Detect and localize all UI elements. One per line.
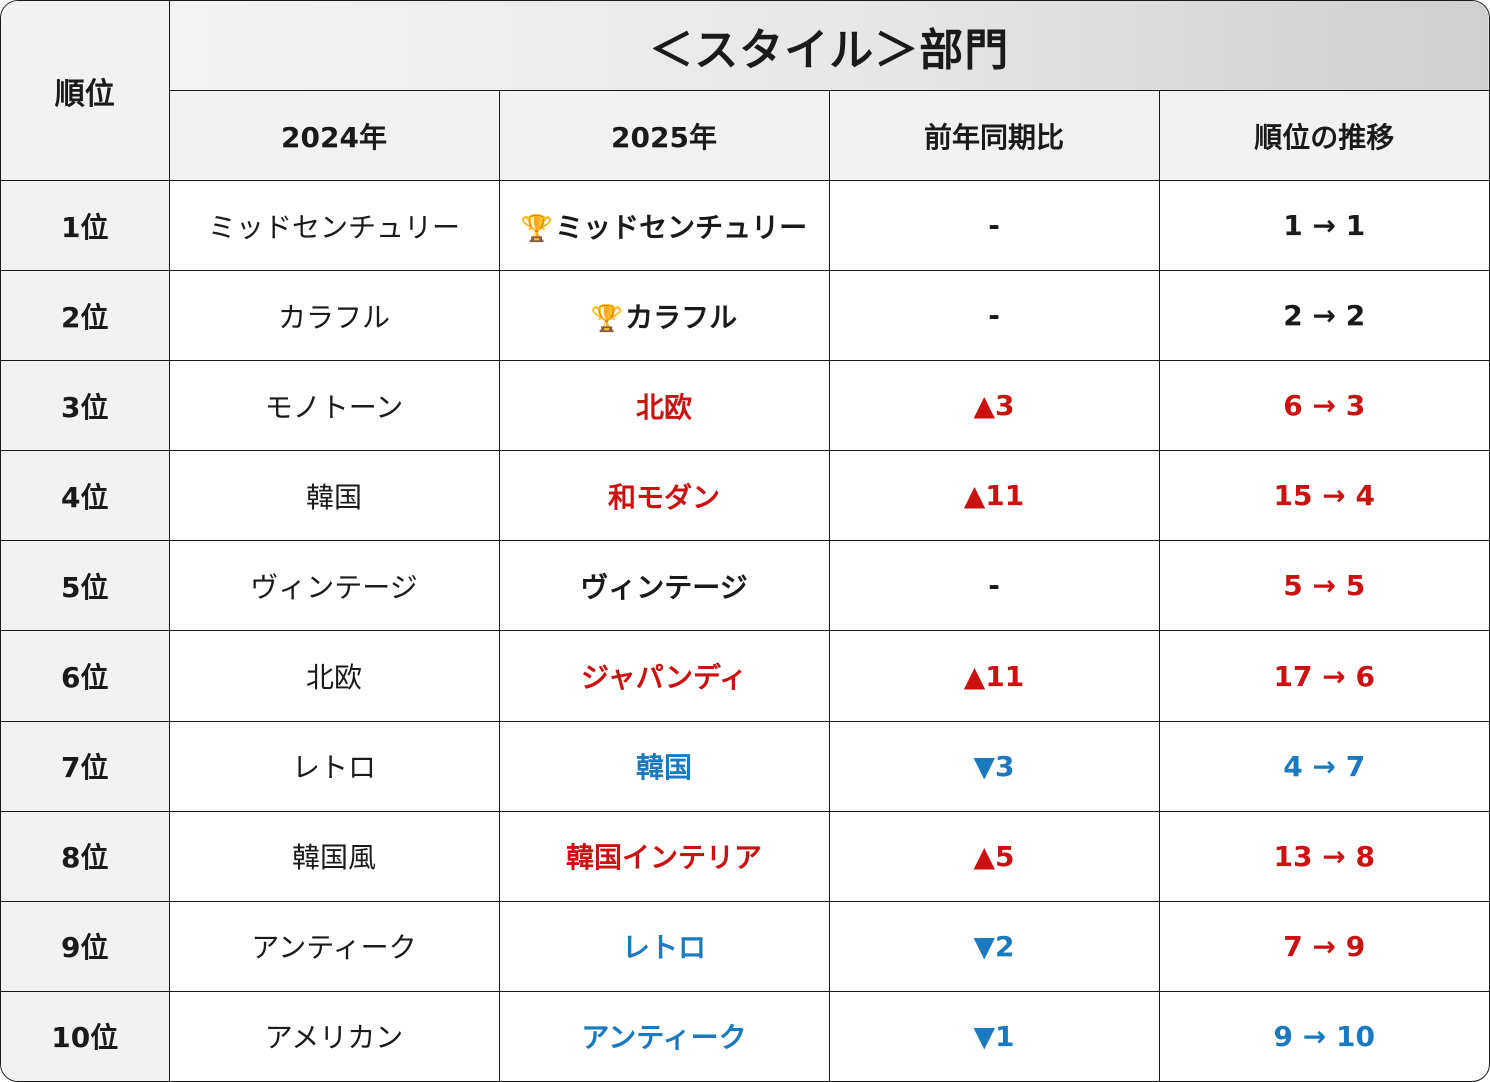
cell-2025-label: カラフル xyxy=(625,300,738,334)
column-header-2025: 2025年 xyxy=(498,90,830,181)
cell-2025-style: 🏆カラフル xyxy=(498,270,830,362)
table-body: 1位 ミッドセンチュリー 🏆ミッドセンチュリー -1 → 1 2位 カラフル 🏆カラフル -2… xyxy=(1,179,1489,1081)
rank-cell: 1位 xyxy=(1,179,170,272)
table-title: ＜スタイル＞部門 xyxy=(168,1,1489,91)
rank-header: 順位 xyxy=(1,1,170,181)
cell-2025-label: ミッドセンチュリー xyxy=(555,210,808,244)
column-header-2024: 2024年 xyxy=(169,90,500,181)
cell-2025-style: レトロ xyxy=(498,900,830,992)
cell-2025-style: 韓国 xyxy=(498,720,830,812)
cell-rank-trend: 6 → 3 xyxy=(1158,360,1489,452)
cell-2025-label: 北欧 xyxy=(635,390,692,424)
cell-2024-style: ミッドセンチュリー xyxy=(168,179,500,272)
cell-yoy-change: ▲11 xyxy=(828,630,1160,722)
cell-2025-label: 韓国 xyxy=(635,751,692,785)
cell-2024-style: 北欧 xyxy=(168,630,500,722)
cell-2025-style: 北欧 xyxy=(498,360,830,452)
table-row: 3位 モノトーン 北欧 ▲3 6 → 3 xyxy=(1,360,1489,452)
table-row: 8位 韓国風 韓国インテリア ▲5 13 → 8 xyxy=(1,810,1489,902)
cell-2024-style: 韓国風 xyxy=(168,810,500,902)
rank-cell: 7位 xyxy=(1,720,170,812)
cell-rank-trend: 4 → 7 xyxy=(1158,720,1489,812)
cell-2025-label: 和モダン xyxy=(607,480,720,514)
cell-2025-label: 韓国インテリア xyxy=(565,841,762,875)
cell-2025-style: アンティーク xyxy=(498,990,830,1081)
cell-2025-style: 韓国インテリア xyxy=(498,810,830,902)
rank-cell: 9位 xyxy=(1,900,170,992)
cell-2025-style: 🏆ミッドセンチュリー xyxy=(498,179,830,272)
trophy-icon: 🏆 xyxy=(520,213,554,244)
cell-2024-style: 韓国 xyxy=(168,450,500,542)
cell-2024-style: アメリカン xyxy=(168,990,500,1081)
rank-cell: 8位 xyxy=(1,810,170,902)
cell-2024-style: ヴィンテージ xyxy=(168,540,500,632)
cell-yoy-change: ▲11 xyxy=(828,450,1160,542)
table-row: 9位 アンティーク レトロ ▼2 7 → 9 xyxy=(1,900,1489,992)
table-row: 1位 ミッドセンチュリー 🏆ミッドセンチュリー -1 → 1 xyxy=(1,179,1489,272)
column-header-rank-trend: 順位の推移 xyxy=(1158,90,1489,181)
rank-cell: 4位 xyxy=(1,450,170,542)
cell-yoy-change: - xyxy=(828,540,1160,632)
cell-yoy-change: ▼1 xyxy=(828,990,1160,1081)
table-row: 7位 レトロ 韓国 ▼3 4 → 7 xyxy=(1,720,1489,812)
cell-rank-trend: 2 → 2 xyxy=(1158,270,1489,362)
table-row: 5位 ヴィンテージ ヴィンテージ -5 → 5 xyxy=(1,540,1489,632)
cell-yoy-change: - xyxy=(828,270,1160,362)
table-row: 6位 北欧 ジャパンディ ▲11 17 → 6 xyxy=(1,630,1489,722)
cell-2025-label: ジャパンディ xyxy=(580,661,748,695)
table-row: 10位 アメリカン アンティーク ▼1 9 → 10 xyxy=(1,990,1489,1081)
cell-rank-trend: 9 → 10 xyxy=(1158,990,1489,1081)
cell-2025-label: アンティーク xyxy=(581,1021,747,1055)
cell-rank-trend: 1 → 1 xyxy=(1158,179,1489,272)
cell-2024-style: レトロ xyxy=(168,720,500,812)
table-row: 2位 カラフル 🏆カラフル -2 → 2 xyxy=(1,270,1489,362)
rank-cell: 10位 xyxy=(1,990,170,1081)
cell-2025-style: 和モダン xyxy=(498,450,830,542)
cell-rank-trend: 7 → 9 xyxy=(1158,900,1489,992)
trophy-icon: 🏆 xyxy=(590,303,624,334)
rank-cell: 3位 xyxy=(1,360,170,452)
cell-2024-style: カラフル xyxy=(168,270,500,362)
rank-cell: 2位 xyxy=(1,270,170,362)
cell-yoy-change: ▲5 xyxy=(828,810,1160,902)
cell-yoy-change: - xyxy=(828,179,1160,272)
cell-rank-trend: 5 → 5 xyxy=(1158,540,1489,632)
cell-yoy-change: ▼3 xyxy=(828,720,1160,812)
cell-2024-style: モノトーン xyxy=(168,360,500,452)
cell-yoy-change: ▲3 xyxy=(828,360,1160,452)
cell-2025-label: ヴィンテージ xyxy=(580,570,748,604)
column-header-yoy: 前年同期比 xyxy=(828,90,1160,181)
rank-cell: 6位 xyxy=(1,630,170,722)
cell-2025-style: ヴィンテージ xyxy=(498,540,830,632)
cell-2025-style: ジャパンディ xyxy=(498,630,830,722)
cell-rank-trend: 17 → 6 xyxy=(1158,630,1489,722)
cell-2025-label: レトロ xyxy=(621,931,706,965)
cell-rank-trend: 15 → 4 xyxy=(1158,450,1489,542)
cell-yoy-change: ▼2 xyxy=(828,900,1160,992)
table-row: 4位 韓国 和モダン ▲11 15 → 4 xyxy=(1,450,1489,542)
rank-cell: 5位 xyxy=(1,540,170,632)
cell-2024-style: アンティーク xyxy=(168,900,500,992)
cell-rank-trend: 13 → 8 xyxy=(1158,810,1489,902)
